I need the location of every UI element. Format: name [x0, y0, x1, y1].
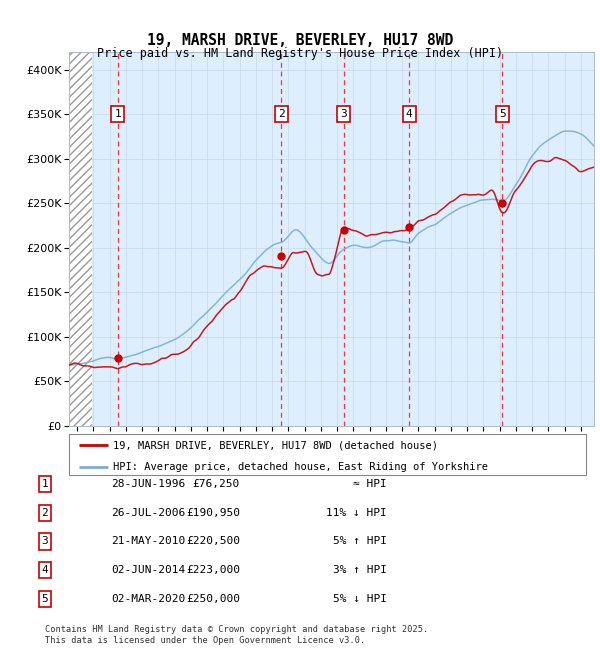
- Text: 1: 1: [114, 109, 121, 120]
- Text: 21-MAY-2010: 21-MAY-2010: [111, 536, 185, 547]
- Text: 19, MARSH DRIVE, BEVERLEY, HU17 8WD (detached house): 19, MARSH DRIVE, BEVERLEY, HU17 8WD (det…: [113, 441, 439, 450]
- Text: 02-JUN-2014: 02-JUN-2014: [111, 565, 185, 575]
- Text: 5: 5: [41, 593, 49, 604]
- Text: 3: 3: [340, 109, 347, 120]
- Text: Contains HM Land Registry data © Crown copyright and database right 2025.
This d: Contains HM Land Registry data © Crown c…: [45, 625, 428, 645]
- Text: 4: 4: [406, 109, 412, 120]
- Text: 26-JUL-2006: 26-JUL-2006: [111, 508, 185, 518]
- Text: 1: 1: [41, 479, 49, 489]
- Text: 19, MARSH DRIVE, BEVERLEY, HU17 8WD: 19, MARSH DRIVE, BEVERLEY, HU17 8WD: [147, 32, 453, 48]
- Text: 5% ↑ HPI: 5% ↑ HPI: [333, 536, 387, 547]
- Text: 2: 2: [41, 508, 49, 518]
- Text: £220,500: £220,500: [186, 536, 240, 547]
- Text: £250,000: £250,000: [186, 593, 240, 604]
- Text: Price paid vs. HM Land Registry's House Price Index (HPI): Price paid vs. HM Land Registry's House …: [97, 47, 503, 60]
- FancyBboxPatch shape: [69, 434, 586, 475]
- Text: 3% ↑ HPI: 3% ↑ HPI: [333, 565, 387, 575]
- Text: 4: 4: [41, 565, 49, 575]
- Text: 5% ↓ HPI: 5% ↓ HPI: [333, 593, 387, 604]
- Text: 28-JUN-1996: 28-JUN-1996: [111, 479, 185, 489]
- Text: HPI: Average price, detached house, East Riding of Yorkshire: HPI: Average price, detached house, East…: [113, 462, 488, 471]
- Text: ≈ HPI: ≈ HPI: [353, 479, 387, 489]
- Text: £76,250: £76,250: [193, 479, 240, 489]
- Bar: [69, 52, 92, 426]
- Text: 3: 3: [41, 536, 49, 547]
- Text: £190,950: £190,950: [186, 508, 240, 518]
- Text: 11% ↓ HPI: 11% ↓ HPI: [326, 508, 387, 518]
- Text: £223,000: £223,000: [186, 565, 240, 575]
- Text: 02-MAR-2020: 02-MAR-2020: [111, 593, 185, 604]
- Text: 5: 5: [499, 109, 506, 120]
- Text: 2: 2: [278, 109, 285, 120]
